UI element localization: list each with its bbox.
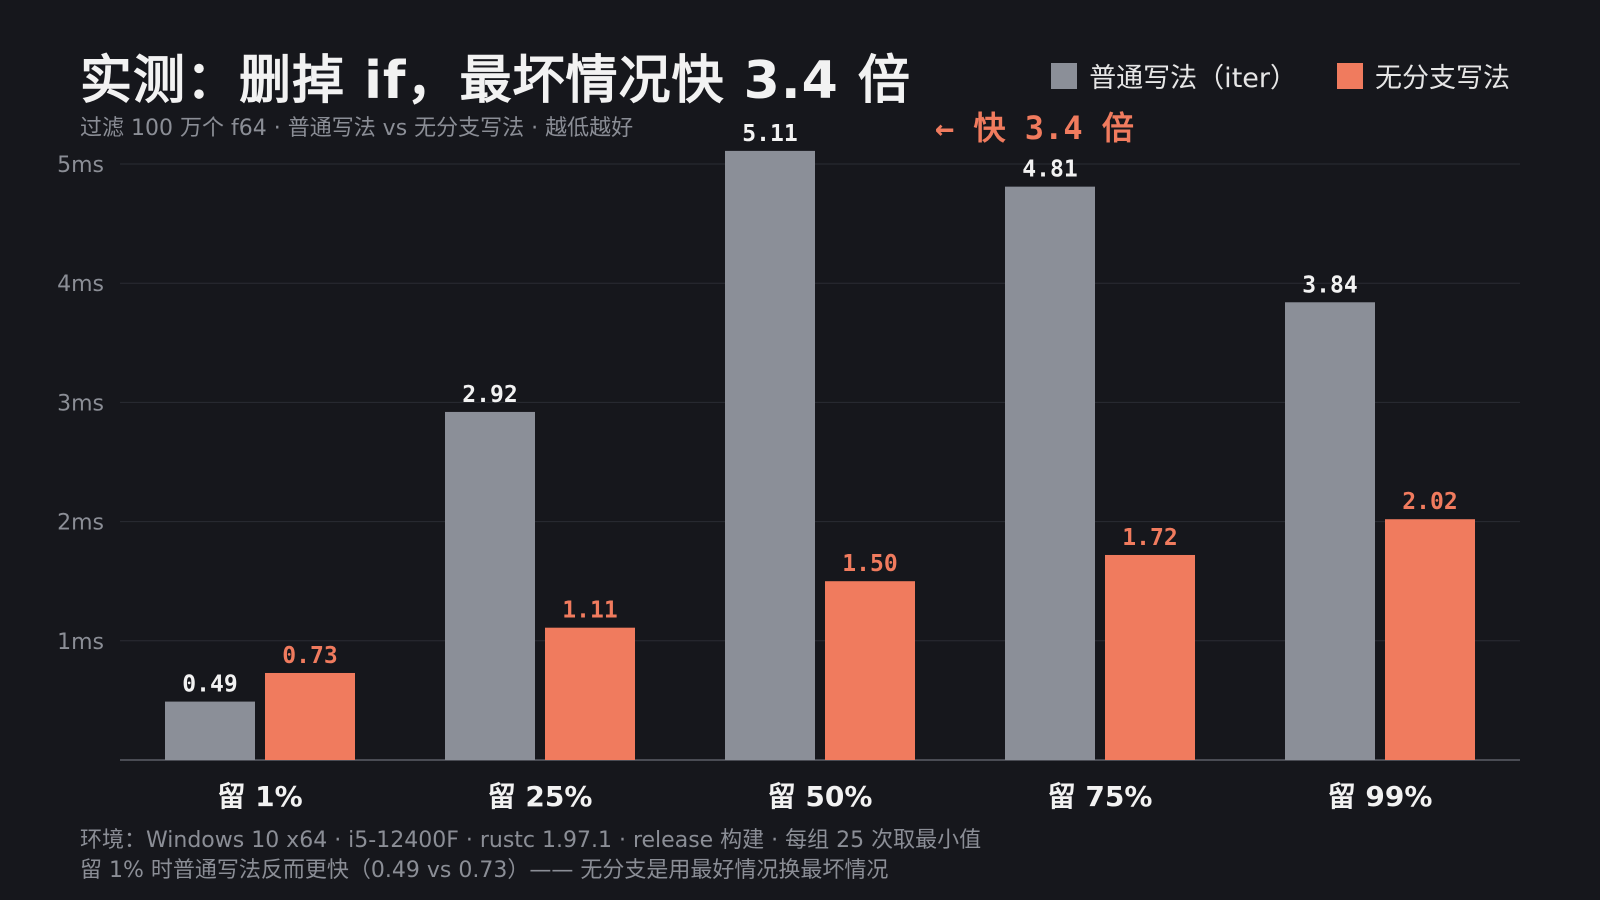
footer: 环境：Windows 10 x64 · i5-12400F · rustc 1.… bbox=[80, 826, 981, 886]
legend-item-branchless: 无分支写法 bbox=[1337, 56, 1510, 95]
y-tick-label: 5ms bbox=[57, 153, 104, 178]
x-category-label: 留 25% bbox=[488, 780, 593, 813]
legend-swatch-branchless bbox=[1337, 62, 1363, 89]
data-label: 2.02 bbox=[1402, 489, 1457, 515]
x-category-label: 留 99% bbox=[1328, 780, 1433, 813]
y-tick-label: 4ms bbox=[57, 272, 104, 297]
bar-normal bbox=[445, 411, 535, 760]
data-label: 4.81 bbox=[1022, 157, 1077, 183]
bar-branchless bbox=[545, 627, 635, 760]
data-label: 1.11 bbox=[562, 598, 617, 624]
chart-subtitle: 过滤 100 万个 f64 · 普通写法 vs 无分支写法 · 越低越好 bbox=[80, 116, 634, 141]
chart-title: 实测：删掉 if，最坏情况快 3.4 倍 bbox=[80, 51, 911, 111]
annotation-speedup: ← 快 3.4 倍 bbox=[935, 109, 1134, 147]
legend-label-normal: 普通写法（iter） bbox=[1089, 63, 1297, 94]
bar-branchless bbox=[1105, 554, 1195, 760]
footer-line-note: 留 1% 时普通写法反而更快（0.49 vs 0.73）—— 无分支是用最好情况… bbox=[80, 858, 889, 883]
data-label: 5.11 bbox=[742, 121, 797, 147]
footer-line-environment: 环境：Windows 10 x64 · i5-12400F · rustc 1.… bbox=[80, 828, 982, 853]
bar-normal bbox=[165, 701, 255, 760]
x-category-label: 留 50% bbox=[768, 780, 873, 813]
legend-item-normal: 普通写法（iter） bbox=[1051, 56, 1297, 95]
legend-swatch-normal bbox=[1051, 62, 1078, 89]
bar-branchless bbox=[825, 581, 915, 760]
data-label: 2.92 bbox=[462, 382, 517, 408]
bar-branchless bbox=[265, 672, 355, 760]
legend: 普通写法（iter） 无分支写法 bbox=[1051, 56, 1510, 95]
data-label: 1.50 bbox=[842, 551, 897, 577]
y-tick-label: 1ms bbox=[57, 630, 104, 655]
data-label: 0.49 bbox=[182, 672, 237, 698]
bar-normal bbox=[725, 150, 815, 760]
data-label: 1.72 bbox=[1122, 525, 1177, 551]
data-label: 0.73 bbox=[282, 643, 337, 669]
bar-normal bbox=[1285, 302, 1375, 760]
y-tick-label: 3ms bbox=[57, 391, 104, 416]
data-label: 3.84 bbox=[1302, 272, 1357, 298]
x-category-label: 留 1% bbox=[217, 780, 302, 813]
y-tick-label: 2ms bbox=[57, 511, 104, 536]
bar-branchless bbox=[1385, 519, 1475, 760]
bar-normal bbox=[1005, 186, 1095, 760]
legend-label-branchless: 无分支写法 bbox=[1375, 63, 1510, 94]
x-category-label: 留 75% bbox=[1048, 780, 1153, 813]
